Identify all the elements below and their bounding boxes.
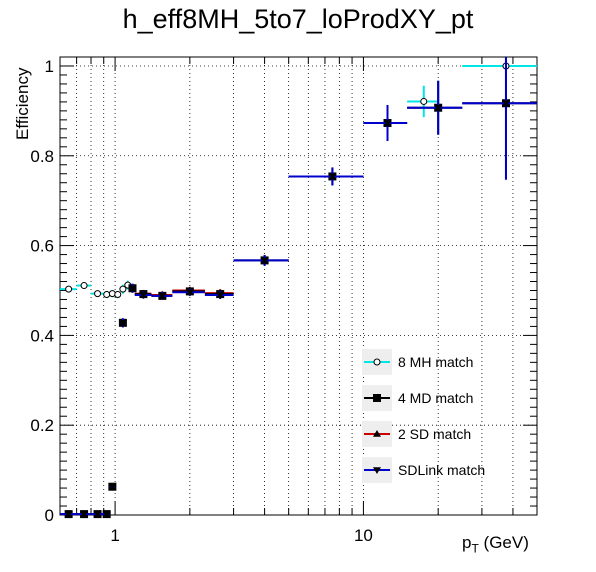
x-tick-label: 1 <box>110 526 119 545</box>
legend-label: SDLink match <box>398 462 485 478</box>
data-point <box>93 511 102 519</box>
x-axis-label: pT (GeV) <box>462 533 529 556</box>
data-point <box>420 97 428 105</box>
data-point <box>501 100 510 108</box>
data-point <box>80 511 89 519</box>
data-point <box>108 483 117 491</box>
legend-label: 8 MH match <box>398 354 473 370</box>
data-point <box>118 320 127 327</box>
legend: 8 MH match 4 MD match 2 SD match SDLink mat… <box>362 349 485 483</box>
x-tick-label: 10 <box>354 526 373 545</box>
data-point <box>328 173 337 181</box>
chart-title: h_eff8MH_5to7_loProdXY_pt <box>122 4 474 34</box>
series-sdlink-match <box>60 57 537 519</box>
data-point <box>114 291 122 299</box>
y-tick-label: 0.6 <box>30 237 54 256</box>
y-tick-label: 0.2 <box>30 416 54 435</box>
series-8-mh-match <box>60 62 537 299</box>
y-tick-label: 0 <box>45 506 54 525</box>
data-point <box>383 120 392 128</box>
y-tick-label: 0.4 <box>30 326 54 345</box>
legend-marker <box>373 394 381 402</box>
data-point <box>216 292 225 299</box>
data-point <box>185 289 194 297</box>
y-tick-label: 1 <box>45 57 54 76</box>
data-layer <box>60 57 537 519</box>
data-point <box>128 285 137 293</box>
data-point <box>80 282 88 290</box>
data-point <box>94 290 102 298</box>
legend-label: 4 MD match <box>398 390 473 406</box>
y-axis-label: Efficiency <box>13 67 32 140</box>
data-point <box>65 285 73 293</box>
legend-marker <box>373 358 381 366</box>
data-point <box>103 291 111 299</box>
y-tick-label: 0.8 <box>30 147 54 166</box>
data-point <box>139 292 148 299</box>
data-point <box>260 257 269 265</box>
data-point <box>119 285 127 293</box>
data-point <box>64 511 73 519</box>
legend-marker <box>373 467 381 474</box>
data-point <box>434 104 443 112</box>
legend-label: 2 SD match <box>398 426 471 442</box>
legend-marker <box>373 430 381 437</box>
data-point <box>158 293 167 300</box>
data-point <box>102 511 111 519</box>
